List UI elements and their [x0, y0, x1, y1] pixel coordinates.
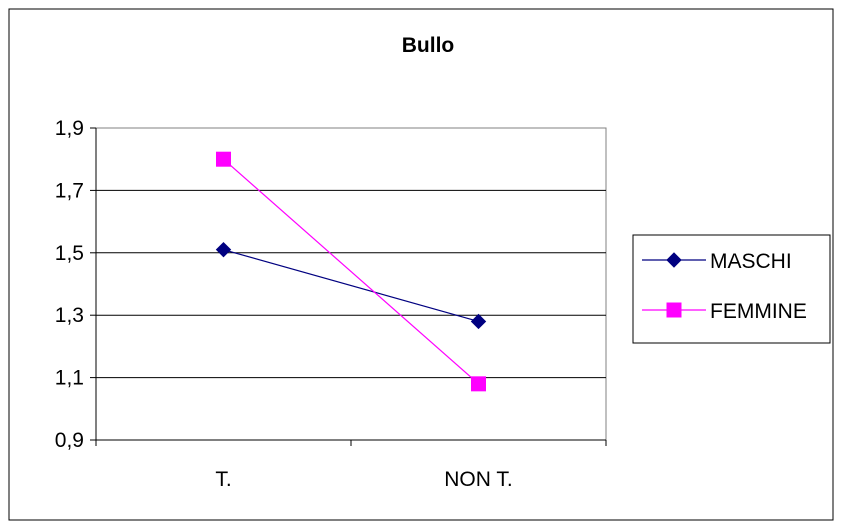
series-line-femmine	[223, 158, 479, 385]
legend-marker-maschi	[666, 252, 682, 268]
chart-title: Bullo	[402, 34, 455, 57]
legend-marker-femmine	[666, 302, 682, 318]
y-tick-label: 0,9	[55, 429, 84, 452]
legend-label-maschi: MASCHI	[710, 250, 792, 273]
series-group	[215, 151, 487, 392]
plot-area	[95, 127, 607, 441]
data-point-maschi	[215, 241, 232, 258]
legend: MASCHI FEMMINE	[632, 234, 831, 344]
x-tick-label: NON T.	[444, 468, 512, 491]
y-tick-label: 1,1	[55, 367, 84, 390]
x-tick-label: T.	[215, 468, 231, 491]
data-point-maschi	[470, 313, 487, 330]
legend-box	[632, 234, 831, 344]
y-tick-label: 1,5	[55, 242, 84, 265]
y-tick-label: 1,7	[55, 179, 84, 202]
legend-label-femmine: FEMMINE	[710, 300, 807, 323]
y-tick-label: 1,9	[55, 117, 84, 140]
series-line-maschi	[223, 249, 479, 323]
axes: 0,9 1,1 1,3 1,5 1,7 1,9 T. NON T.	[55, 117, 607, 491]
data-point-femmine	[471, 376, 486, 392]
data-point-femmine	[216, 151, 231, 167]
y-tick-label: 1,3	[55, 304, 84, 327]
gridlines	[96, 189, 606, 379]
